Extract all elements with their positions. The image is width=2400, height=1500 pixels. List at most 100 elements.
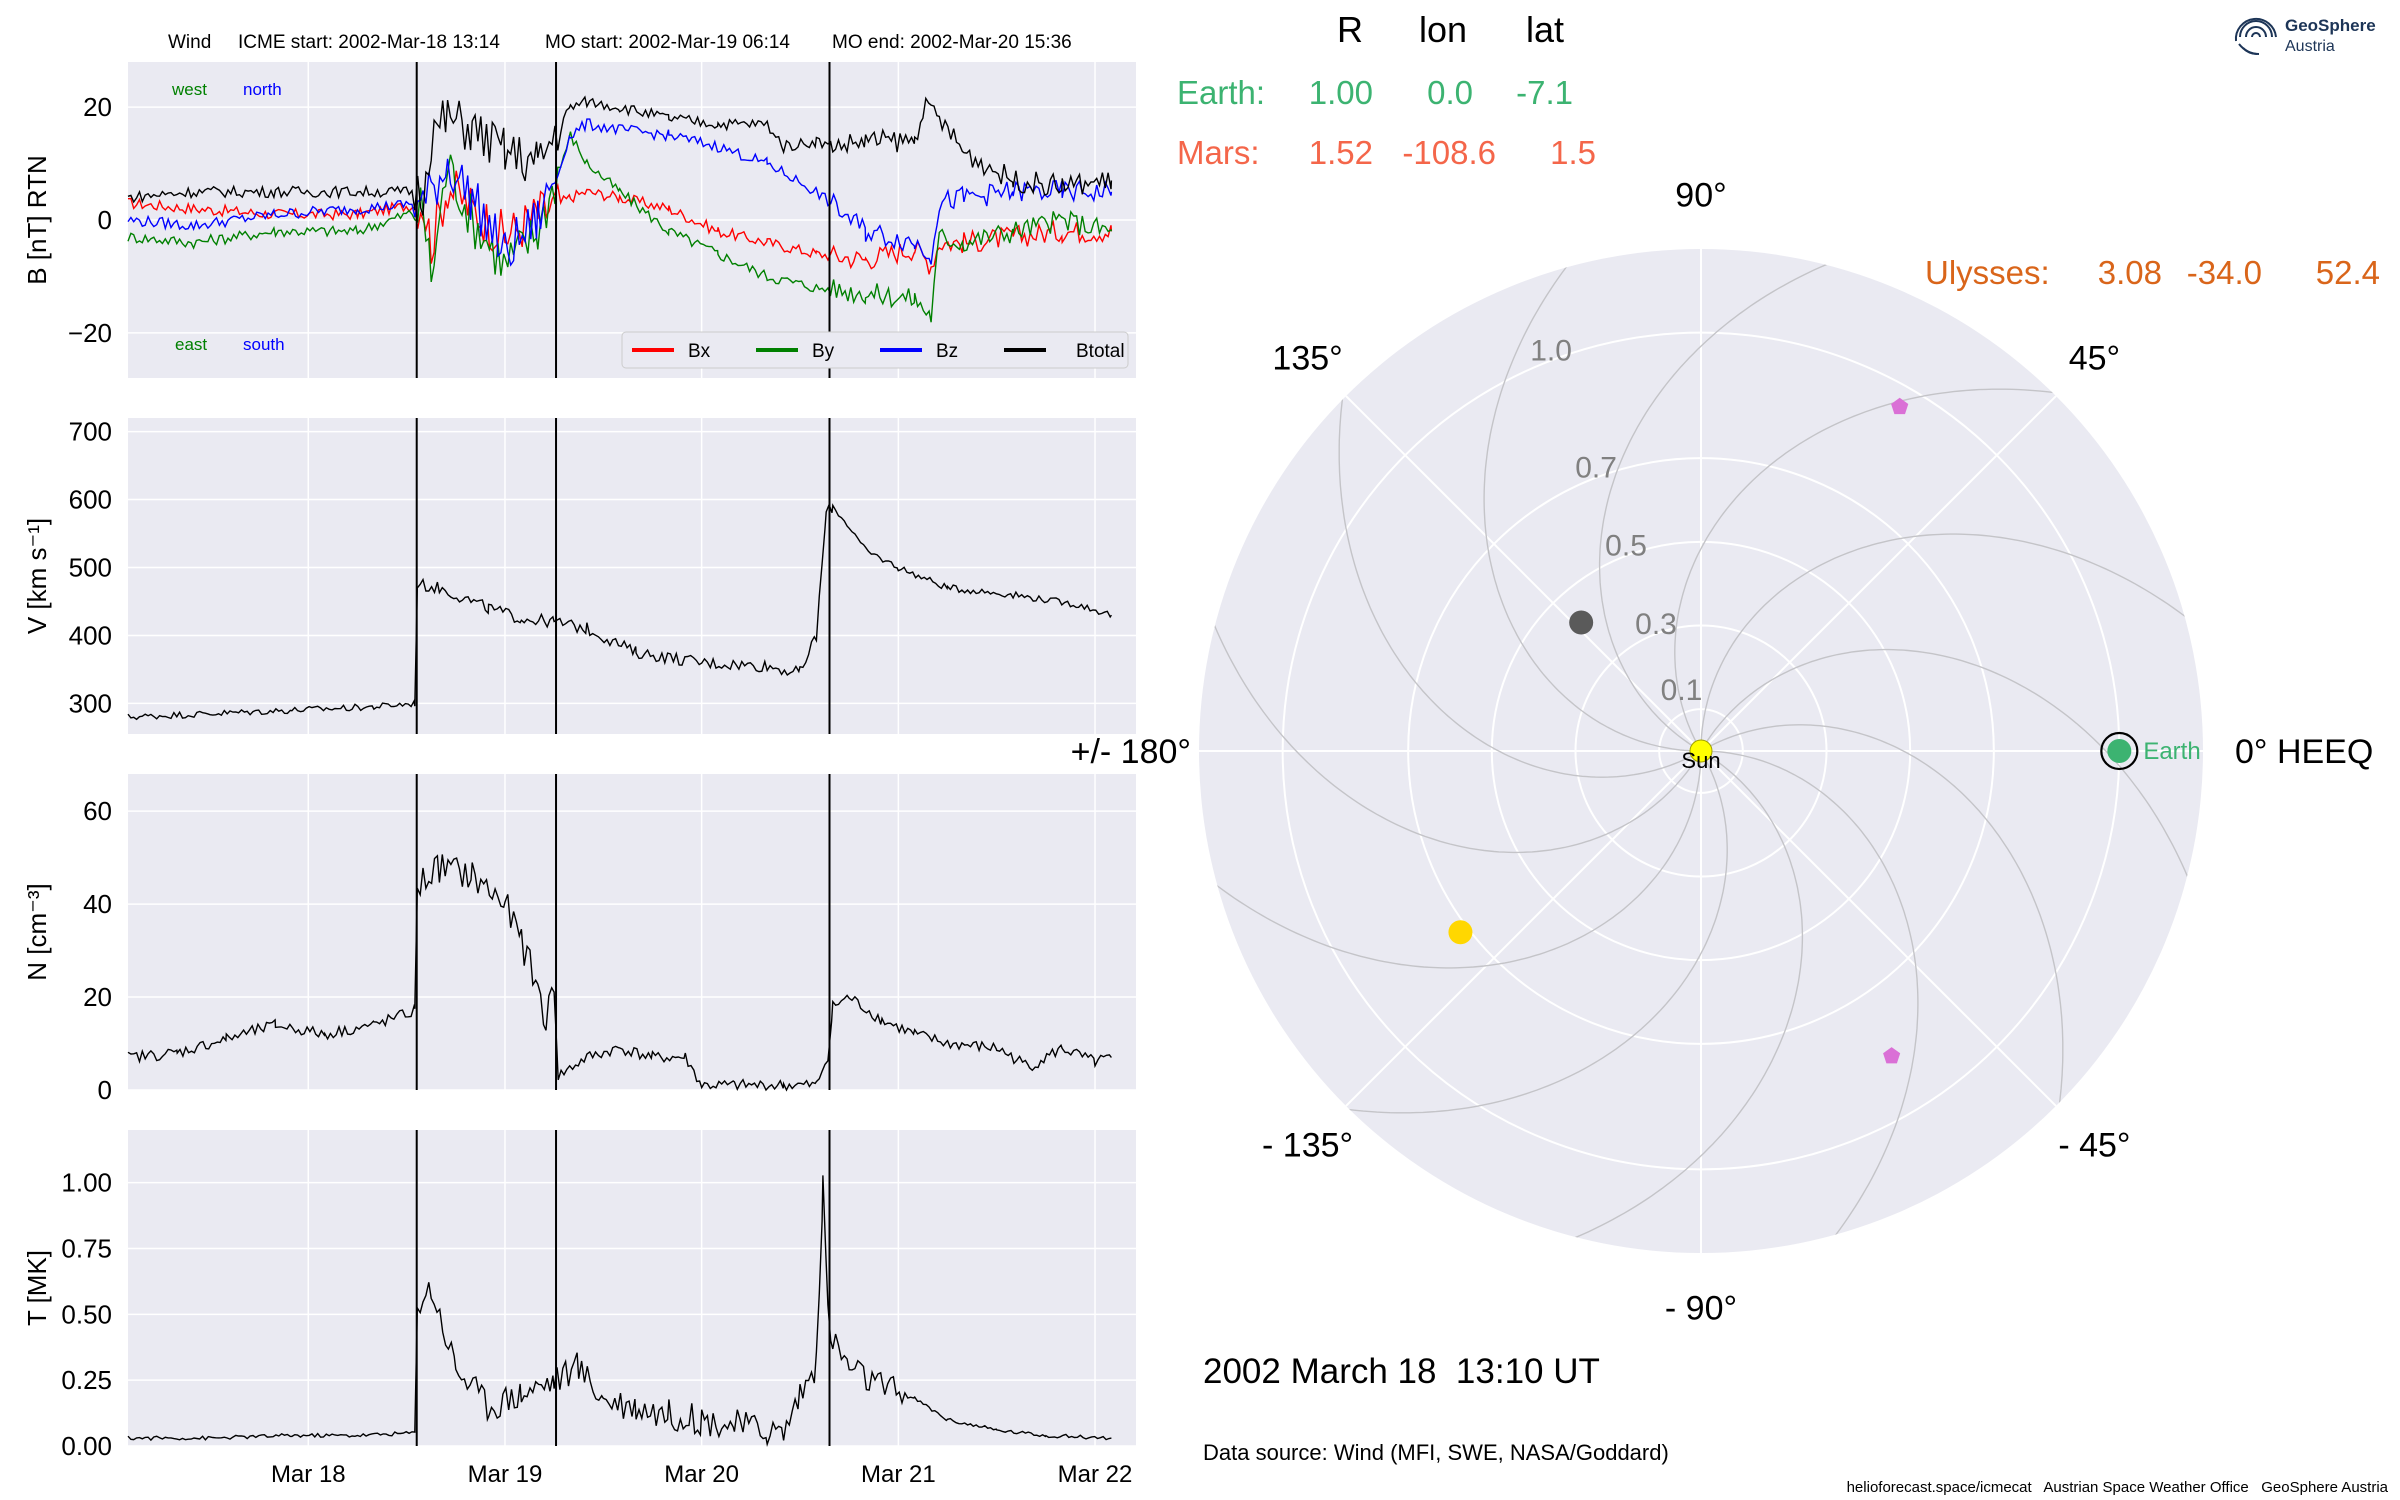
ulysses-row-name: Ulysses: bbox=[1925, 254, 2050, 291]
y-tick-label: 0.00 bbox=[61, 1431, 112, 1461]
sun-label: Sun bbox=[1681, 748, 1720, 773]
table-header-r: R bbox=[1337, 9, 1363, 50]
panel-background bbox=[128, 1130, 1136, 1446]
y-tick-label: 600 bbox=[69, 485, 112, 515]
y-tick-label: 500 bbox=[69, 553, 112, 583]
parker-spiral-line bbox=[1701, 750, 1919, 1253]
geosphere-logo: GeoSphere Austria bbox=[2233, 14, 2383, 62]
x-tick-label: Mar 20 bbox=[664, 1461, 739, 1488]
parker-spiral-line bbox=[1199, 566, 1702, 854]
y-tick-label: 0.25 bbox=[61, 1365, 112, 1395]
y-tick-label: 0 bbox=[98, 1075, 112, 1105]
y-axis-label: N [cm⁻³] bbox=[22, 883, 52, 981]
angle-label: 135° bbox=[1272, 340, 1342, 378]
earth-ring bbox=[2100, 731, 2139, 771]
panel-3: 0 20 40 60 N [cm⁻³] bbox=[22, 774, 1136, 1105]
series-line-bx bbox=[127, 170, 1113, 275]
timestamp: 2002 March 18 13:10 UT bbox=[1203, 1352, 1600, 1391]
angle-label: - 135° bbox=[1262, 1126, 1353, 1164]
series-line-data bbox=[127, 1175, 1112, 1447]
venus-marker bbox=[1448, 920, 1473, 945]
mars-row-r: 1.52 bbox=[1309, 134, 1373, 171]
y-tick-label: 60 bbox=[83, 796, 112, 826]
angular-grid-line bbox=[1345, 395, 1702, 752]
radial-tick-label: 0.1 bbox=[1661, 674, 1703, 707]
radial-tick-label: 1.0 bbox=[1530, 334, 1572, 367]
parker-spiral-line bbox=[1598, 249, 1886, 752]
radial-tick-label: 0.7 bbox=[1575, 452, 1617, 485]
y-tick-label: 300 bbox=[69, 688, 112, 718]
spacecraft-marker bbox=[1891, 397, 1909, 415]
y-tick-label: 1.00 bbox=[61, 1168, 112, 1198]
ulysses-row-lon: -34.0 bbox=[2187, 254, 2262, 291]
parker-spiral-line bbox=[1516, 750, 1804, 1253]
series-line-btotal bbox=[127, 95, 1113, 216]
legend-label-bx: Bx bbox=[688, 341, 711, 362]
earth-label: Earth bbox=[2143, 738, 2200, 765]
y-axis-label: T [MK] bbox=[22, 1250, 52, 1326]
logo-line1: GeoSphere bbox=[2285, 16, 2376, 35]
parker-spiral-line bbox=[1199, 751, 1702, 969]
y-tick-label: 0 bbox=[98, 205, 112, 235]
panel-4: 0.00 0.25 0.50 0.75 1.00 T [MK] Mar 18 Mar 19 Ma… bbox=[22, 1130, 1136, 1488]
x-tick-label: Mar 19 bbox=[468, 1461, 543, 1488]
corner-label-west: west bbox=[171, 80, 207, 99]
table-header-lon: lon bbox=[1419, 9, 1467, 50]
mercury-marker bbox=[1569, 610, 1594, 635]
parker-spiral-line bbox=[1700, 724, 2064, 1165]
data-source: Data source: Wind (MFI, SWE, NASA/Goddar… bbox=[1203, 1440, 1669, 1465]
timeseries-panels: 20 0 −20 B [nT] RTN west north east south Bx By Bz… bbox=[22, 62, 1136, 1488]
legend: Bx By Bz Btotal bbox=[621, 331, 1129, 369]
earth-row-lat: -7.1 bbox=[1516, 74, 1573, 111]
angle-label: 0° HEEQ bbox=[2235, 733, 2373, 771]
y-tick-label: 0.75 bbox=[61, 1234, 112, 1264]
earth-marker bbox=[2107, 739, 2132, 763]
parker-spiral-line bbox=[1700, 533, 2203, 751]
y-tick-label: 20 bbox=[83, 982, 112, 1012]
legend-label-bz: Bz bbox=[936, 341, 958, 362]
y-tick-label: 700 bbox=[69, 417, 112, 447]
angular-grid-line bbox=[1700, 395, 2057, 752]
parker-spiral-line bbox=[1700, 648, 2203, 936]
earth-row-lon: 0.0 bbox=[1427, 74, 1473, 111]
mars-row-lat: 1.5 bbox=[1550, 134, 1596, 171]
angle-label: - 90° bbox=[1665, 1289, 1737, 1327]
spiral-logo-icon bbox=[2234, 17, 2277, 55]
y-axis-label: B [nT] RTN bbox=[22, 155, 52, 285]
y-axis-label: V [km s⁻¹] bbox=[22, 518, 52, 634]
legend-box bbox=[621, 331, 1129, 369]
earth-row-r: 1.00 bbox=[1309, 74, 1373, 111]
x-tick-label: Mar 22 bbox=[1058, 1461, 1133, 1488]
series-line-data bbox=[127, 854, 1112, 1092]
spacecraft-marker bbox=[1883, 1047, 1901, 1064]
parker-spiral-line bbox=[1483, 249, 1701, 752]
parker-spiral-line bbox=[1338, 337, 1702, 778]
x-tick-label: Mar 21 bbox=[861, 1461, 936, 1488]
angle-label: +/- 180° bbox=[1071, 733, 1191, 771]
series-line-by bbox=[127, 131, 1113, 323]
header-mo-start: MO start: 2002-Mar-19 06:14 bbox=[545, 32, 790, 53]
series-line-bz bbox=[127, 118, 1113, 267]
radial-tick-label: 0.5 bbox=[1605, 530, 1647, 563]
parker-spirals bbox=[1199, 249, 2203, 1253]
header-mo-end: MO end: 2002-Mar-20 15:36 bbox=[832, 32, 1072, 53]
corner-label-east: east bbox=[175, 335, 207, 354]
panel-1: 20 0 −20 B [nT] RTN west north east south Bx By Bz… bbox=[22, 62, 1136, 378]
logo-line2: Austria bbox=[2285, 38, 2335, 55]
panel-background bbox=[128, 418, 1136, 734]
panel-background bbox=[128, 774, 1136, 1090]
table-header-lat: lat bbox=[1526, 9, 1564, 50]
corner-label-north: north bbox=[243, 80, 282, 99]
series-line-data bbox=[127, 502, 1112, 721]
y-tick-label: −20 bbox=[68, 318, 112, 348]
position-table: R lon lat Earth: 1.00 0.0 -7.1 Mars: 1.5… bbox=[1177, 9, 2380, 291]
angular-grid-line bbox=[1700, 750, 2057, 1107]
mars-row-name: Mars: bbox=[1177, 134, 1260, 171]
y-tick-label: 40 bbox=[83, 889, 112, 919]
angular-grid-line bbox=[1345, 750, 1702, 1107]
legend-label-by: By bbox=[812, 341, 835, 362]
header-spacecraft: Wind bbox=[168, 32, 211, 53]
footer-credits: helioforecast.space/icmecat Austrian Spa… bbox=[1847, 1479, 2389, 1496]
angle-label: - 45° bbox=[2058, 1126, 2130, 1164]
